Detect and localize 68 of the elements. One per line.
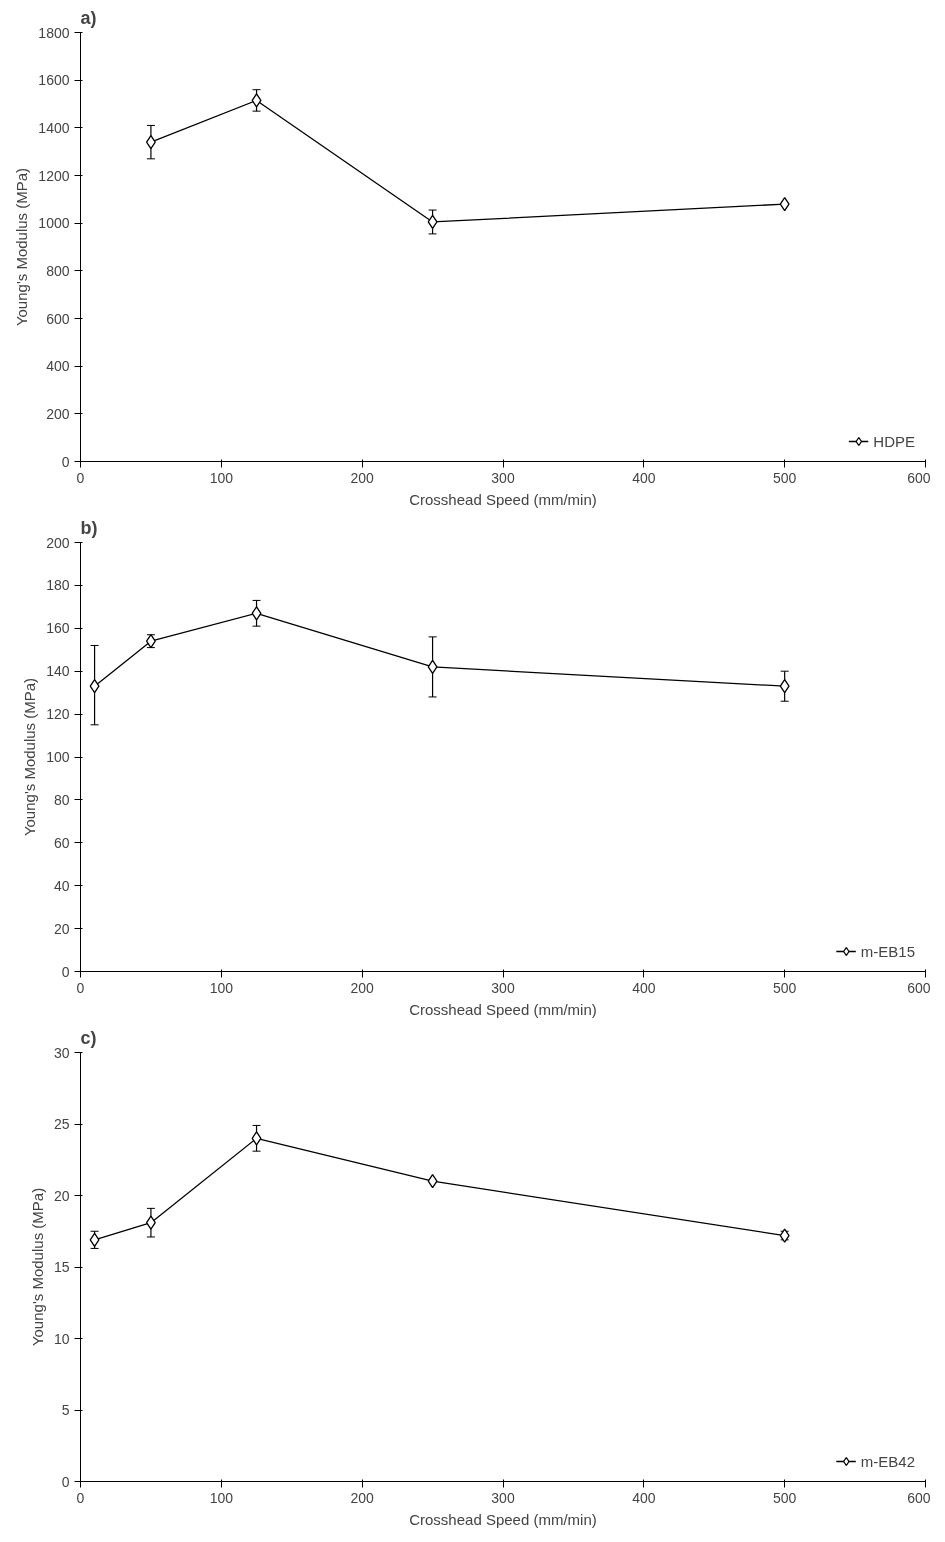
x-tick-label: 400	[632, 1489, 656, 1506]
chart-title: b)	[80, 517, 98, 538]
y-tick-label: 600	[46, 310, 70, 327]
x-tick-label: 200	[350, 979, 375, 996]
y-axis-title: Young's Modulus (MPa)	[13, 167, 31, 327]
x-tick-label: 600	[907, 1489, 931, 1506]
y-tick-label: 10	[53, 1330, 70, 1347]
x-tick-label: 400	[632, 979, 656, 996]
y-tick-label: 120	[46, 706, 70, 723]
chart-title: a)	[80, 7, 97, 28]
legend-label: HDPE	[873, 432, 915, 450]
legend-label: m-EB42	[860, 1452, 915, 1470]
x-tick-label: 600	[907, 979, 931, 996]
y-tick-label: 200	[46, 534, 70, 551]
x-tick-label: 100	[209, 1489, 234, 1506]
y-tick-label: 400	[46, 358, 70, 375]
point	[251, 1131, 262, 1146]
y-tick-label: 0	[61, 1473, 70, 1490]
point	[145, 1215, 156, 1230]
y-tick-label: 1000	[38, 215, 70, 232]
y-tick-label: 60	[53, 834, 70, 851]
y-tick-label: 200	[46, 405, 70, 422]
chart-title: c)	[80, 1027, 97, 1048]
point	[89, 679, 100, 694]
x-tick-label: 300	[491, 469, 515, 486]
y-tick-label: 180	[46, 577, 70, 594]
x-tick-label: 200	[350, 1489, 375, 1506]
y-tick-label: 5	[61, 1402, 70, 1418]
x-axis-title: Crosshead Speed (mm/min)	[409, 1510, 597, 1528]
x-tick-label: 300	[491, 979, 515, 996]
y-tick-label: 160	[46, 620, 70, 637]
y-tick-label: 0	[61, 453, 70, 470]
y-tick-label: 25	[53, 1116, 70, 1132]
y-tick-label: 1800	[38, 24, 70, 41]
y-tick-label: 1400	[38, 119, 70, 136]
y-tick-label: 100	[46, 749, 70, 765]
x-tick-label: 0	[76, 469, 85, 486]
legend-label: m-EB15	[860, 942, 915, 960]
point	[779, 679, 790, 694]
x-tick-label: 500	[772, 1489, 797, 1506]
x-tick-label: 0	[76, 979, 85, 996]
point	[251, 93, 262, 108]
y-tick-label: 20	[53, 920, 70, 937]
x-tick-label: 200	[350, 469, 375, 486]
x-tick-label: 100	[209, 469, 234, 486]
x-tick-label: 600	[907, 469, 931, 486]
y-axis-title: Young's Modulus (MPa)	[28, 1187, 46, 1347]
point	[427, 1174, 438, 1189]
y-tick-label: 140	[46, 663, 70, 680]
x-tick-label: 500	[772, 979, 797, 996]
y-tick-label: 30	[53, 1044, 70, 1061]
x-tick-label: 300	[491, 1489, 515, 1506]
y-tick-label: 15	[53, 1259, 70, 1275]
y-tick-label: 1600	[38, 72, 70, 89]
x-tick-label: 400	[632, 469, 656, 486]
y-tick-label: 1200	[38, 167, 70, 184]
y-axis-title: Young's Modulus (MPa)	[21, 677, 39, 837]
x-axis-title: Crosshead Speed (mm/min)	[409, 1000, 597, 1018]
y-tick-label: 40	[53, 877, 70, 894]
y-tick-label: 0	[61, 963, 70, 980]
y-tick-label: 800	[46, 262, 70, 279]
x-tick-label: 500	[772, 469, 797, 486]
x-tick-label: 100	[209, 979, 234, 996]
x-axis-title: Crosshead Speed (mm/min)	[409, 490, 597, 508]
point	[251, 606, 262, 621]
y-tick-label: 20	[53, 1187, 70, 1204]
x-tick-label: 0	[76, 1489, 85, 1506]
y-tick-label: 80	[53, 791, 70, 808]
